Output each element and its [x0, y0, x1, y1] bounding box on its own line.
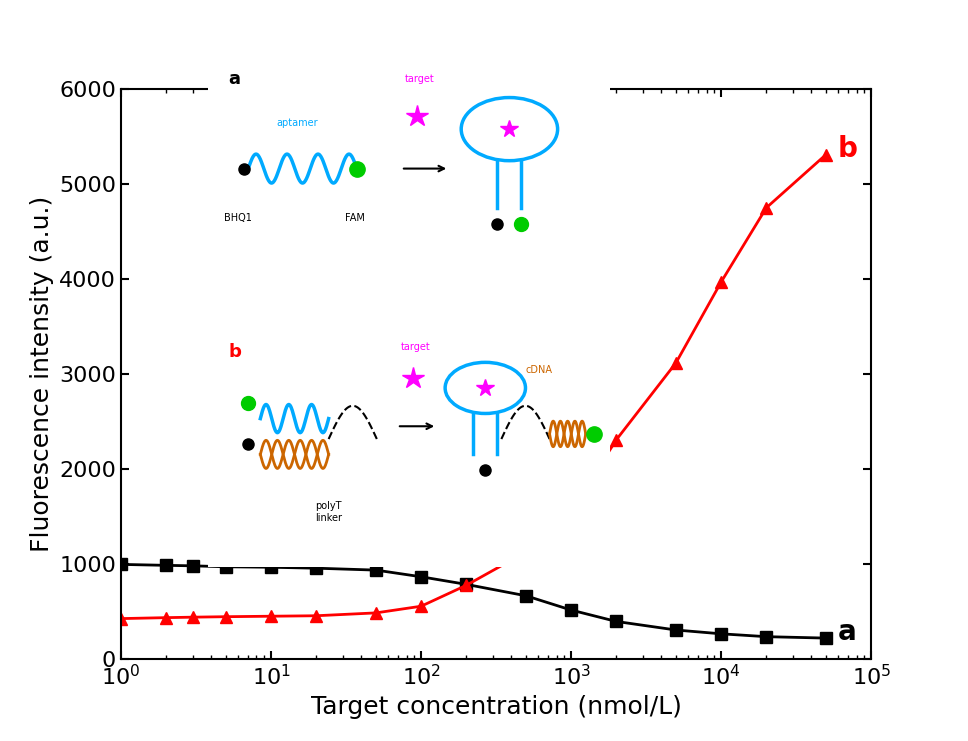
Text: aptamer: aptamer: [277, 119, 318, 128]
Text: FAM: FAM: [345, 213, 365, 223]
Text: BHQ1: BHQ1: [225, 213, 252, 223]
Text: cDNA: cDNA: [526, 365, 553, 374]
Y-axis label: Fluorescence intensity (a.u.): Fluorescence intensity (a.u.): [30, 196, 53, 552]
Text: target: target: [405, 74, 435, 84]
Text: target: target: [401, 342, 431, 351]
FancyBboxPatch shape: [204, 309, 614, 569]
Text: a: a: [228, 70, 240, 88]
Text: a: a: [838, 617, 857, 645]
FancyBboxPatch shape: [204, 34, 614, 303]
Text: b: b: [838, 136, 858, 163]
X-axis label: Target concentration (nmol/L): Target concentration (nmol/L): [311, 695, 681, 719]
Text: b: b: [228, 343, 241, 361]
Text: polyT
linker: polyT linker: [316, 501, 342, 523]
